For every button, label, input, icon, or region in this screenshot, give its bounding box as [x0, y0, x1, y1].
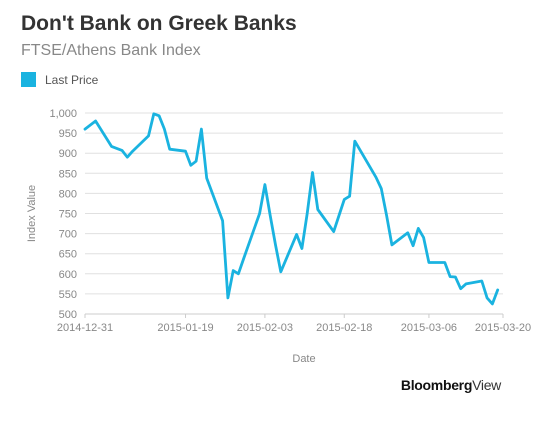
series-line-last-price: [83, 112, 500, 306]
y-tick-label: 750: [59, 209, 77, 221]
x-tick-label: 2015-03-20: [475, 322, 531, 334]
x-axis-title: Date: [292, 353, 315, 365]
y-tick-label: 650: [59, 249, 77, 261]
legend-label: Last Price: [45, 72, 99, 87]
chart-subtitle: FTSE/Athens Bank Index: [21, 42, 201, 59]
legend: Last Price: [21, 72, 98, 87]
y-tick-label: 1,000: [49, 108, 77, 120]
x-tick-label: 2014-12-31: [57, 322, 113, 334]
y-tick-label: 500: [59, 309, 77, 321]
x-tick-label: 2015-01-19: [157, 322, 213, 334]
bloomberg-view-logo: BloombergView: [401, 377, 501, 393]
y-tick-label: 850: [59, 168, 77, 180]
y-tick-label: 600: [59, 269, 77, 281]
logo-bloomberg: Bloomberg: [400, 377, 473, 393]
x-tick-label: 2015-02-18: [316, 322, 372, 334]
x-tick-label: 2015-02-03: [237, 322, 293, 334]
legend-swatch: [21, 72, 36, 87]
y-tick-label: 800: [59, 188, 77, 200]
x-tick-label: 2015-03-06: [401, 322, 457, 334]
y-tick-label: 900: [59, 148, 77, 160]
logo-view: View: [472, 377, 501, 393]
y-tick-label: 700: [59, 229, 77, 241]
y-axis-title: Index Value: [26, 185, 38, 242]
chart-title: Don't Bank on Greek Banks: [21, 12, 297, 35]
y-tick-label: 550: [59, 289, 77, 301]
y-tick-label: 950: [59, 128, 77, 140]
